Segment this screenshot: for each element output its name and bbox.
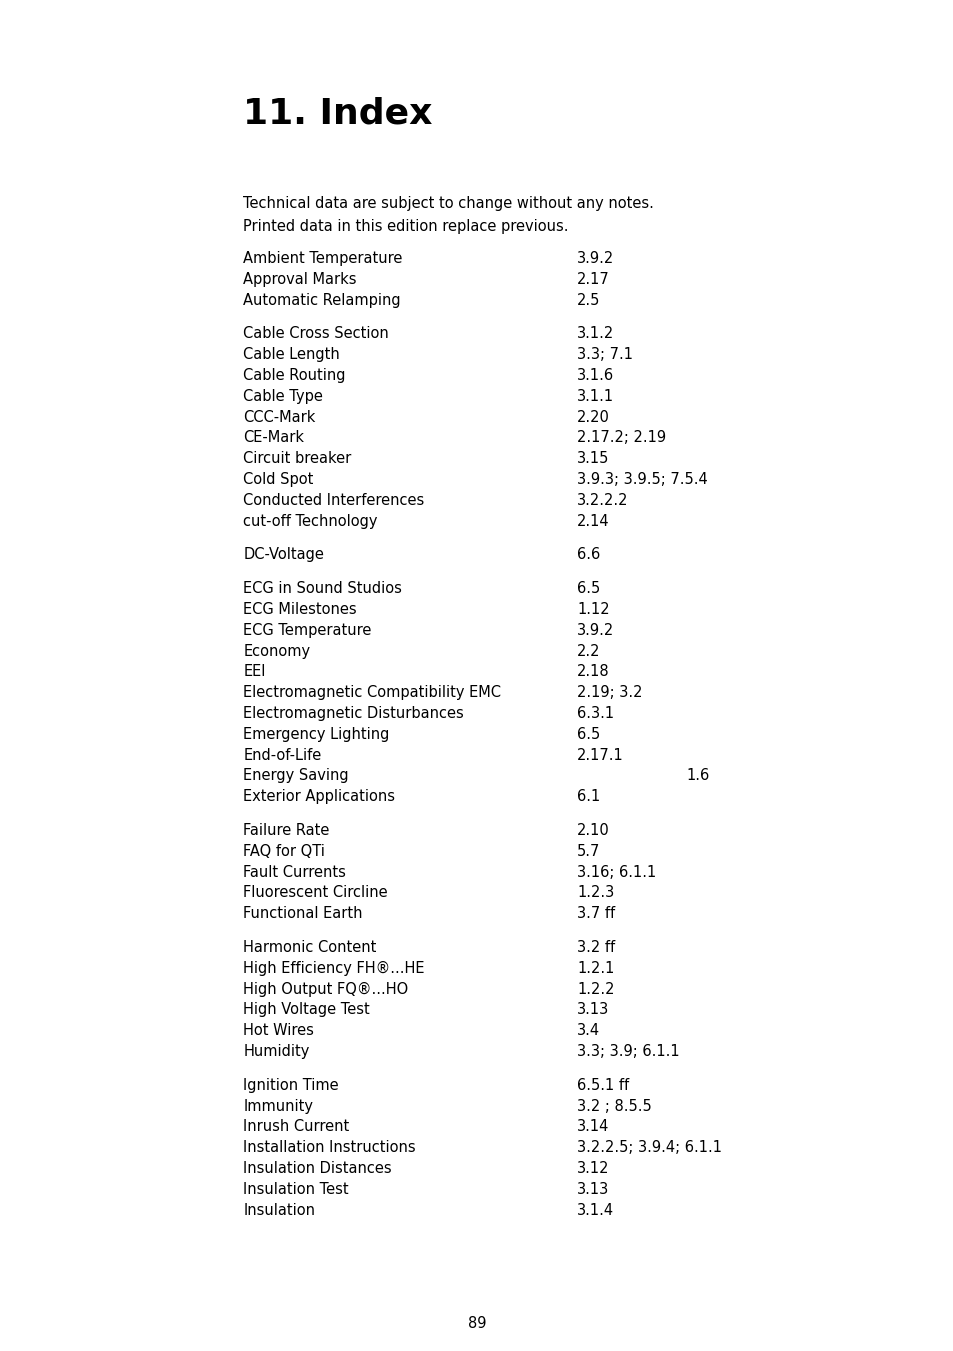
Text: 3.13: 3.13 bbox=[577, 1182, 609, 1197]
Text: 2.17: 2.17 bbox=[577, 272, 609, 286]
Text: ECG Milestones: ECG Milestones bbox=[243, 603, 356, 617]
Text: Immunity: Immunity bbox=[243, 1098, 313, 1113]
Text: Automatic Relamping: Automatic Relamping bbox=[243, 293, 400, 308]
Text: 3.2 ; 8.5.5: 3.2 ; 8.5.5 bbox=[577, 1098, 651, 1113]
Text: 6.3.1: 6.3.1 bbox=[577, 707, 614, 721]
Text: Energy Saving: Energy Saving bbox=[243, 769, 349, 784]
Text: Fault Currents: Fault Currents bbox=[243, 865, 346, 880]
Text: 3.2 ff: 3.2 ff bbox=[577, 940, 615, 955]
Text: Ignition Time: Ignition Time bbox=[243, 1078, 338, 1093]
Text: FAQ for QTi: FAQ for QTi bbox=[243, 844, 325, 859]
Text: 3.4: 3.4 bbox=[577, 1023, 599, 1038]
Text: 3.1.1: 3.1.1 bbox=[577, 389, 614, 404]
Text: 2.19; 3.2: 2.19; 3.2 bbox=[577, 685, 642, 700]
Text: CE-Mark: CE-Mark bbox=[243, 431, 304, 446]
Text: Cable Length: Cable Length bbox=[243, 347, 339, 362]
Text: CCC-Mark: CCC-Mark bbox=[243, 409, 315, 424]
Text: 3.1.2: 3.1.2 bbox=[577, 327, 614, 342]
Text: High Output FQ®...HO: High Output FQ®...HO bbox=[243, 982, 408, 997]
Text: cut-off Technology: cut-off Technology bbox=[243, 513, 377, 528]
Text: Emergency Lighting: Emergency Lighting bbox=[243, 727, 389, 742]
Text: 6.5.1 ff: 6.5.1 ff bbox=[577, 1078, 629, 1093]
Text: Circuit breaker: Circuit breaker bbox=[243, 451, 351, 466]
Text: Cold Spot: Cold Spot bbox=[243, 471, 314, 486]
Text: Ambient Temperature: Ambient Temperature bbox=[243, 251, 402, 266]
Text: 3.9.3; 3.9.5; 7.5.4: 3.9.3; 3.9.5; 7.5.4 bbox=[577, 471, 707, 486]
Text: 89: 89 bbox=[467, 1316, 486, 1331]
Text: 2.14: 2.14 bbox=[577, 513, 609, 528]
Text: 1.2.3: 1.2.3 bbox=[577, 885, 614, 900]
Text: Humidity: Humidity bbox=[243, 1044, 310, 1059]
Text: 1.12: 1.12 bbox=[577, 603, 609, 617]
Text: Fluorescent Circline: Fluorescent Circline bbox=[243, 885, 388, 900]
Text: 3.13: 3.13 bbox=[577, 1002, 609, 1017]
Text: Insulation Distances: Insulation Distances bbox=[243, 1161, 392, 1175]
Text: Technical data are subject to change without any notes.: Technical data are subject to change wit… bbox=[243, 196, 654, 211]
Text: 3.1.6: 3.1.6 bbox=[577, 367, 614, 382]
Text: 2.17.2; 2.19: 2.17.2; 2.19 bbox=[577, 431, 665, 446]
Text: 3.9.2: 3.9.2 bbox=[577, 251, 614, 266]
Text: Functional Earth: Functional Earth bbox=[243, 907, 362, 921]
Text: 3.15: 3.15 bbox=[577, 451, 609, 466]
Text: Exterior Applications: Exterior Applications bbox=[243, 789, 395, 804]
Text: 6.1: 6.1 bbox=[577, 789, 599, 804]
Text: 3.16; 6.1.1: 3.16; 6.1.1 bbox=[577, 865, 656, 880]
Text: 3.14: 3.14 bbox=[577, 1120, 609, 1135]
Text: 1.2.1: 1.2.1 bbox=[577, 961, 614, 975]
Text: Economy: Economy bbox=[243, 643, 310, 658]
Text: Electromagnetic Compatibility EMC: Electromagnetic Compatibility EMC bbox=[243, 685, 500, 700]
Text: 3.1.4: 3.1.4 bbox=[577, 1202, 614, 1217]
Text: 2.2: 2.2 bbox=[577, 643, 600, 658]
Text: Insulation Test: Insulation Test bbox=[243, 1182, 349, 1197]
Text: High Efficiency FH®...HE: High Efficiency FH®...HE bbox=[243, 961, 424, 975]
Text: EEI: EEI bbox=[243, 665, 266, 680]
Text: 6.5: 6.5 bbox=[577, 581, 599, 596]
Text: 3.9.2: 3.9.2 bbox=[577, 623, 614, 638]
Text: ECG Temperature: ECG Temperature bbox=[243, 623, 372, 638]
Text: Electromagnetic Disturbances: Electromagnetic Disturbances bbox=[243, 707, 463, 721]
Text: Failure Rate: Failure Rate bbox=[243, 823, 330, 838]
Text: 2.17.1: 2.17.1 bbox=[577, 747, 623, 762]
Text: Printed data in this edition replace previous.: Printed data in this edition replace pre… bbox=[243, 219, 568, 234]
Text: 3.3; 7.1: 3.3; 7.1 bbox=[577, 347, 633, 362]
Text: 1.2.2: 1.2.2 bbox=[577, 982, 614, 997]
Text: Conducted Interferences: Conducted Interferences bbox=[243, 493, 424, 508]
Text: 6.5: 6.5 bbox=[577, 727, 599, 742]
Text: 1.6: 1.6 bbox=[686, 769, 709, 784]
Text: 6.6: 6.6 bbox=[577, 547, 599, 562]
Text: 3.3; 3.9; 6.1.1: 3.3; 3.9; 6.1.1 bbox=[577, 1044, 679, 1059]
Text: Harmonic Content: Harmonic Content bbox=[243, 940, 376, 955]
Text: ECG in Sound Studios: ECG in Sound Studios bbox=[243, 581, 402, 596]
Text: Cable Type: Cable Type bbox=[243, 389, 323, 404]
Text: Insulation: Insulation bbox=[243, 1202, 314, 1217]
Text: 11. Index: 11. Index bbox=[243, 96, 433, 130]
Text: Cable Cross Section: Cable Cross Section bbox=[243, 327, 389, 342]
Text: Approval Marks: Approval Marks bbox=[243, 272, 356, 286]
Text: Hot Wires: Hot Wires bbox=[243, 1023, 314, 1038]
Text: 3.7 ff: 3.7 ff bbox=[577, 907, 615, 921]
Text: 2.20: 2.20 bbox=[577, 409, 609, 424]
Text: Installation Instructions: Installation Instructions bbox=[243, 1140, 416, 1155]
Text: 3.2.2.5; 3.9.4; 6.1.1: 3.2.2.5; 3.9.4; 6.1.1 bbox=[577, 1140, 721, 1155]
Text: 2.18: 2.18 bbox=[577, 665, 609, 680]
Text: Inrush Current: Inrush Current bbox=[243, 1120, 349, 1135]
Text: Cable Routing: Cable Routing bbox=[243, 367, 345, 382]
Text: DC-Voltage: DC-Voltage bbox=[243, 547, 324, 562]
Text: 5.7: 5.7 bbox=[577, 844, 600, 859]
Text: 3.12: 3.12 bbox=[577, 1161, 609, 1175]
Text: 2.5: 2.5 bbox=[577, 293, 600, 308]
Text: 2.10: 2.10 bbox=[577, 823, 609, 838]
Text: High Voltage Test: High Voltage Test bbox=[243, 1002, 370, 1017]
Text: 3.2.2.2: 3.2.2.2 bbox=[577, 493, 628, 508]
Text: End-of-Life: End-of-Life bbox=[243, 747, 321, 762]
